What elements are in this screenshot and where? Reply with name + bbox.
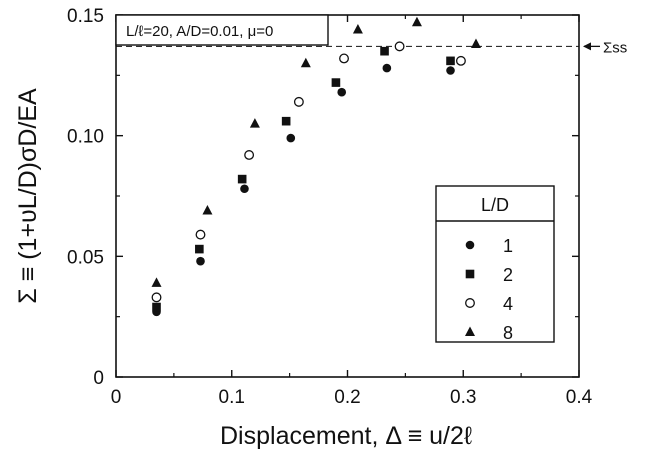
y-tick-label: 0: [93, 368, 104, 389]
data-point-LD-4: [293, 96, 304, 107]
data-point-LD-2: [446, 56, 455, 66]
data-point-LD-8: [249, 118, 260, 128]
data-point-LD-2: [152, 302, 161, 312]
y-axis-title: Σ ≡ (1+υL/D)σD/EA: [14, 88, 42, 304]
parameter-annotation: L/ℓ=20, A/D=0.01, μ=0: [126, 23, 273, 40]
x-tick-label: 0: [111, 387, 122, 408]
y-tick-label: 0.15: [67, 6, 104, 27]
legend-label-2: 2: [503, 265, 513, 285]
data-point-LD-8: [352, 23, 363, 34]
data-point-LD-4: [195, 229, 206, 240]
legend-marker-1: [465, 240, 475, 250]
x-tick-label: 0.3: [450, 387, 476, 408]
data-point-LD-2: [281, 116, 291, 126]
data-point-LD-8: [300, 57, 311, 68]
legend-marker-2: [465, 269, 475, 279]
data-point-LD-4: [455, 55, 466, 66]
y-tick-label: 0.10: [67, 127, 104, 148]
reference-line-label: Σss: [603, 39, 627, 56]
data-point-LD-1: [446, 66, 455, 75]
x-axis-title: Displacement, Δ ≡ u/2ℓ: [220, 422, 473, 450]
reference-arrow: [583, 42, 600, 51]
data-point-LD-8: [151, 277, 162, 287]
data-point-LD-1: [196, 256, 205, 266]
data-point-LD-2: [195, 244, 204, 254]
legend-title: L/D: [481, 195, 509, 215]
data-points: [151, 16, 481, 317]
legend: L/D 1 2 4 8: [435, 185, 555, 343]
y-tick-label: 0.05: [67, 247, 104, 268]
legend-marker-8: [465, 326, 475, 336]
data-point-LD-2: [237, 174, 247, 184]
annotation-box: [115, 14, 329, 46]
x-tick-label: 0.4: [566, 387, 593, 408]
legend-items: 1 2 4 8: [465, 236, 513, 343]
x-tick-label: 0.1: [219, 387, 245, 408]
legend-label-4: 4: [503, 294, 513, 314]
legend-marker-4: [465, 298, 475, 308]
data-point-LD-4: [394, 41, 405, 52]
legend-label-8: 8: [503, 323, 513, 343]
reference-arrow-head: [583, 42, 591, 51]
data-point-LD-4: [151, 292, 162, 303]
data-point-LD-1: [337, 87, 347, 97]
x-tick-label: 0.2: [334, 387, 360, 408]
data-point-LD-2: [380, 46, 389, 56]
data-point-LD-1: [286, 133, 296, 143]
data-point-LD-8: [470, 38, 481, 48]
data-point-LD-1: [382, 63, 392, 73]
data-point-LD-8: [411, 16, 422, 27]
data-point-LD-2: [331, 78, 341, 87]
data-point-LD-1: [240, 184, 249, 194]
legend-box: [435, 185, 555, 343]
legend-label-1: 1: [503, 236, 513, 256]
data-point-LD-8: [202, 204, 213, 215]
data-point-LD-4: [339, 53, 349, 64]
y-axis-ticks: 0 0.05 0.10 0.15: [67, 6, 579, 389]
data-point-LD-4: [244, 150, 255, 160]
x-axis-ticks: 0 0.1 0.2 0.3 0.4: [111, 15, 593, 408]
